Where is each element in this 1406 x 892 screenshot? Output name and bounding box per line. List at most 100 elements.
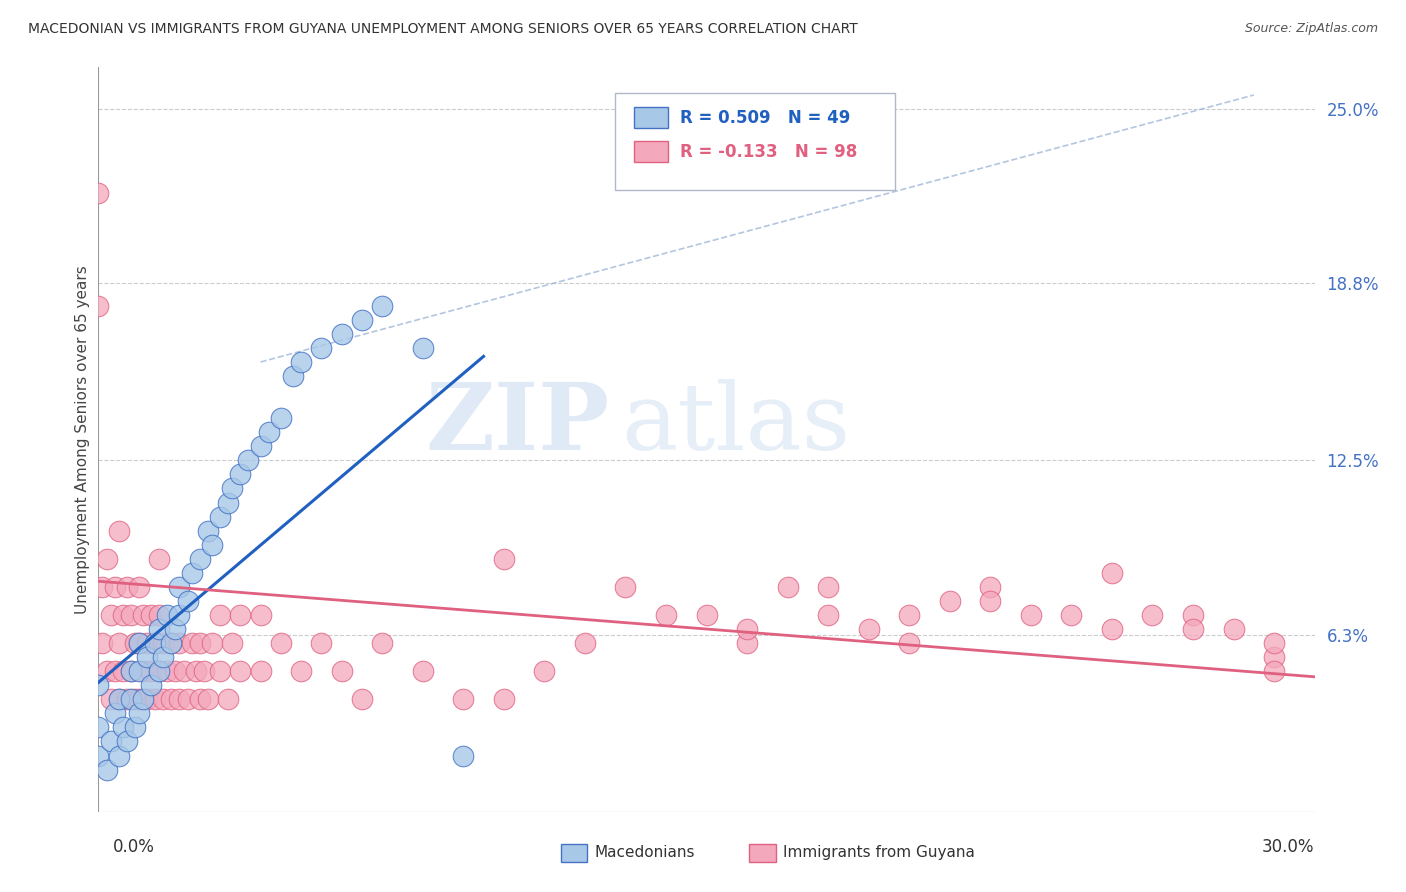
Point xyxy=(100,692,122,706)
Point xyxy=(180,566,202,580)
Point xyxy=(229,664,252,678)
Point xyxy=(128,692,150,706)
Point xyxy=(96,664,118,678)
Point xyxy=(124,720,146,734)
Point xyxy=(1263,636,1285,650)
Point xyxy=(111,607,134,622)
Point xyxy=(87,299,110,313)
Text: R = -0.133   N = 98: R = -0.133 N = 98 xyxy=(679,143,858,161)
Point xyxy=(350,313,373,327)
Point xyxy=(939,594,962,608)
Point xyxy=(776,580,799,594)
Point xyxy=(139,664,162,678)
Text: 30.0%: 30.0% xyxy=(1263,838,1315,856)
Point xyxy=(898,607,921,622)
Point xyxy=(817,580,839,594)
Point xyxy=(412,341,434,355)
Point xyxy=(197,692,219,706)
Point xyxy=(1060,607,1083,622)
Point xyxy=(217,495,239,509)
Text: R = 0.509   N = 49: R = 0.509 N = 49 xyxy=(679,109,851,127)
Point xyxy=(1263,664,1285,678)
Point xyxy=(193,664,215,678)
Point xyxy=(132,664,155,678)
Point xyxy=(197,524,219,538)
Y-axis label: Unemployment Among Seniors over 65 years: Unemployment Among Seniors over 65 years xyxy=(75,265,90,614)
Text: Source: ZipAtlas.com: Source: ZipAtlas.com xyxy=(1244,22,1378,36)
Point xyxy=(132,607,155,622)
Point xyxy=(311,636,333,650)
Point xyxy=(87,748,110,763)
Point xyxy=(173,664,195,678)
Point xyxy=(350,692,373,706)
Point xyxy=(270,636,292,650)
Point xyxy=(898,636,921,650)
Text: ZIP: ZIP xyxy=(425,379,609,469)
Point xyxy=(371,299,394,313)
Point xyxy=(136,636,159,650)
Point xyxy=(217,692,239,706)
Point xyxy=(139,607,162,622)
Point xyxy=(229,607,252,622)
Point xyxy=(858,622,880,636)
Point xyxy=(165,622,187,636)
Point xyxy=(184,664,207,678)
Text: Macedonians: Macedonians xyxy=(595,846,695,860)
Point xyxy=(143,636,166,650)
Point xyxy=(115,734,138,748)
Point xyxy=(148,664,170,678)
Point xyxy=(979,580,1001,594)
Point xyxy=(1263,650,1285,665)
Point xyxy=(453,748,475,763)
Point xyxy=(120,607,142,622)
Point xyxy=(96,551,118,566)
Point xyxy=(115,692,138,706)
Point xyxy=(1182,607,1205,622)
Point xyxy=(257,425,280,440)
Point xyxy=(201,538,224,552)
Point xyxy=(128,580,150,594)
Point xyxy=(270,411,292,425)
Point xyxy=(156,607,179,622)
Point xyxy=(311,341,333,355)
Point xyxy=(1019,607,1042,622)
Point xyxy=(290,355,312,369)
Point xyxy=(128,706,150,721)
Point xyxy=(574,636,596,650)
Text: MACEDONIAN VS IMMIGRANTS FROM GUYANA UNEMPLOYMENT AMONG SENIORS OVER 65 YEARS CO: MACEDONIAN VS IMMIGRANTS FROM GUYANA UNE… xyxy=(28,22,858,37)
Point xyxy=(139,678,162,692)
Point xyxy=(180,636,202,650)
Point xyxy=(371,636,394,650)
Point xyxy=(124,636,146,650)
Point xyxy=(100,734,122,748)
Point xyxy=(1182,622,1205,636)
Point xyxy=(156,664,179,678)
FancyBboxPatch shape xyxy=(616,93,896,190)
Point xyxy=(128,664,150,678)
Point xyxy=(492,692,515,706)
Point xyxy=(148,551,170,566)
Point xyxy=(229,467,252,482)
Point xyxy=(249,607,271,622)
Point xyxy=(249,439,271,453)
Point xyxy=(104,664,127,678)
Point xyxy=(143,636,166,650)
Text: 0.0%: 0.0% xyxy=(112,838,155,856)
Point xyxy=(132,692,155,706)
Point xyxy=(107,524,129,538)
Point xyxy=(209,664,232,678)
Point xyxy=(492,551,515,566)
Point xyxy=(152,636,174,650)
Point xyxy=(160,692,183,706)
FancyBboxPatch shape xyxy=(634,107,668,128)
Point xyxy=(100,607,122,622)
Point xyxy=(221,636,243,650)
Point xyxy=(148,607,170,622)
Text: atlas: atlas xyxy=(621,379,851,469)
Point xyxy=(128,636,150,650)
Point xyxy=(209,607,232,622)
Point xyxy=(136,650,159,665)
Point xyxy=(249,664,271,678)
Point xyxy=(107,636,129,650)
Point xyxy=(87,678,110,692)
